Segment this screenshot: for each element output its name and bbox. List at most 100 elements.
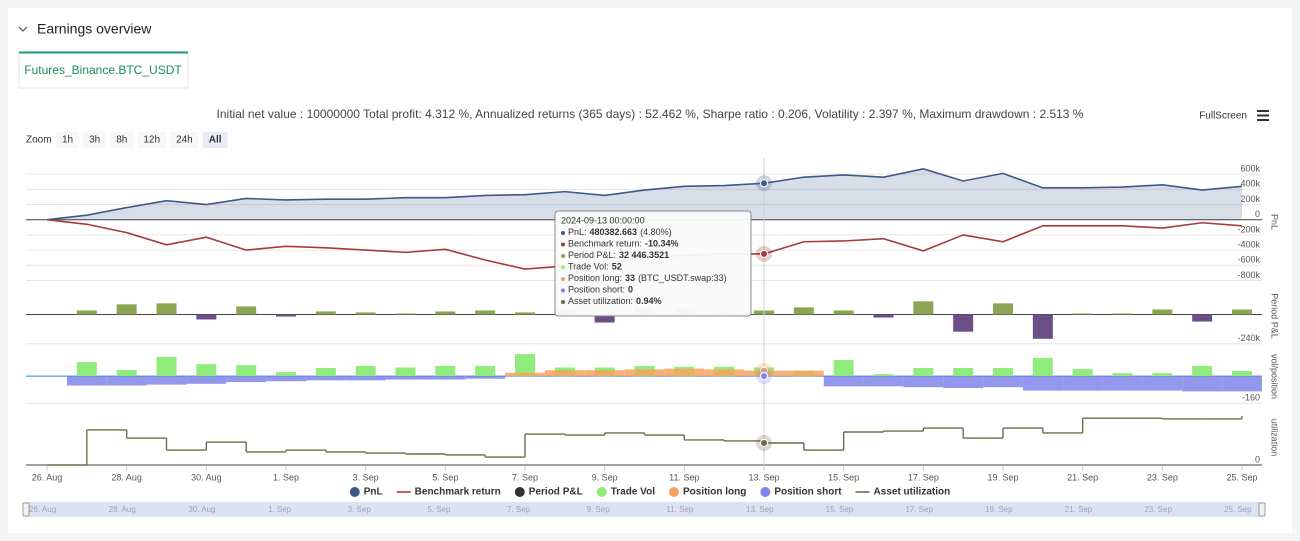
tab-label[interactable]: Futures_Binance.BTC_USDT	[24, 63, 182, 77]
position-bar	[664, 368, 705, 377]
x-tick-label: 25. Sep	[1226, 472, 1257, 482]
fullscreen-button[interactable]: FullScreen	[1199, 111, 1247, 122]
legend-label[interactable]: Position short	[774, 487, 842, 498]
legend-label[interactable]: Trade Vol	[611, 487, 655, 498]
zoom-button-label[interactable]: 24h	[176, 135, 193, 146]
y-tick-label: -160	[1242, 393, 1260, 403]
navigator-label: 28. Aug	[109, 505, 136, 514]
legend-label[interactable]: Asset utilization	[874, 487, 951, 498]
position-bar	[505, 372, 545, 377]
position-bar	[425, 376, 466, 380]
bar	[1112, 313, 1133, 315]
y-tick-label: 600k	[1240, 164, 1260, 174]
bar	[116, 370, 137, 377]
navigator-handle[interactable]	[1258, 502, 1266, 517]
x-tick-label: 9. Sep	[592, 472, 618, 482]
legend-label[interactable]: Benchmark return	[415, 487, 501, 498]
tooltip-bullet	[561, 254, 565, 258]
tooltip-value: 52	[612, 262, 622, 272]
legend-label[interactable]: PnL	[364, 487, 383, 498]
zoom-button[interactable]	[137, 132, 167, 148]
hover-point	[760, 372, 768, 381]
tooltip-bullet	[561, 300, 565, 304]
navigator-label: 26. Aug	[29, 505, 56, 514]
tooltip-label: Position short:	[568, 285, 625, 295]
navigator-handle[interactable]	[22, 502, 30, 517]
bar	[1032, 358, 1053, 377]
position-bar	[863, 376, 904, 387]
bar	[435, 365, 456, 377]
bar	[594, 314, 615, 323]
zoom-button[interactable]	[83, 132, 107, 148]
zoom-button[interactable]	[170, 132, 199, 148]
zoom-button[interactable]	[202, 132, 228, 148]
bar	[873, 374, 894, 377]
navigator-label: 25. Sep	[1224, 505, 1252, 514]
bar	[196, 364, 217, 377]
legend-label[interactable]: Position long	[683, 487, 746, 498]
legend-label[interactable]: Period P&L	[529, 487, 583, 498]
legend-symbol	[349, 487, 360, 497]
y-tick-label: 0	[1255, 454, 1260, 464]
tooltip-line: PnL: 480382.663 (4.80%)	[568, 227, 672, 237]
bar	[156, 356, 177, 377]
legend-symbol	[760, 487, 771, 497]
tooltip-bullet	[561, 288, 565, 293]
y-tick-label: -200k	[1237, 224, 1260, 234]
bar	[395, 367, 416, 377]
y-tick-label: 0	[1255, 209, 1260, 219]
zoom-button-label[interactable]: 1h	[62, 135, 73, 146]
bar	[1232, 371, 1252, 377]
zoom-button[interactable]	[110, 132, 134, 148]
tooltip-line: Asset utilization: 0.94%	[568, 296, 662, 306]
bar	[1032, 314, 1053, 339]
navigator-label: 17. Sep	[905, 505, 933, 514]
zoom-button-label[interactable]: 8h	[116, 135, 127, 146]
y-axis-title: utilization	[1270, 419, 1280, 457]
tooltip-label: Position long:	[568, 273, 622, 283]
position-bar	[345, 376, 386, 381]
tooltip-value: 0.94%	[636, 296, 662, 306]
legend: PnL Benchmark return Period P&L Trade Vol Po…	[349, 487, 951, 498]
tooltip-bullet	[561, 277, 565, 281]
position-bar	[226, 376, 267, 383]
bar	[76, 362, 97, 377]
position-bar	[1222, 376, 1262, 392]
bar	[913, 368, 934, 377]
bar	[1192, 314, 1213, 322]
navigator-label: 5. Sep	[427, 505, 451, 514]
position-bar	[783, 370, 824, 377]
x-tick-label: 26. Aug	[32, 472, 63, 482]
x-tick-label: 1. Sep	[273, 472, 299, 482]
navigator-label: 1. Sep	[268, 505, 292, 514]
zoom-button[interactable]	[56, 132, 80, 148]
position-bar	[146, 376, 187, 385]
bar	[953, 314, 974, 332]
bar	[1072, 369, 1093, 377]
collapse-chevron[interactable]	[18, 26, 28, 32]
position-bar	[66, 376, 107, 386]
area-fill	[47, 168, 1242, 220]
y-tick-label: 400k	[1240, 179, 1260, 189]
navigator	[26, 502, 1262, 517]
tooltip: 2024-09-13 00:00:00 PnL: 480382.663 (4.80%)…	[554, 210, 752, 317]
tooltip-line: Position short: 0	[568, 285, 633, 295]
zoom-button-label[interactable]: All	[209, 135, 222, 146]
bar	[873, 314, 894, 318]
navigator-label: 21. Sep	[1065, 505, 1093, 514]
section-title: Earnings overview	[37, 21, 152, 37]
position-bar	[1022, 376, 1063, 391]
zoom-button-label[interactable]: 12h	[143, 135, 160, 146]
zoom-button-label[interactable]: 3h	[89, 135, 100, 146]
tooltip-bullet	[561, 242, 565, 247]
position-bar	[1062, 376, 1103, 391]
navigator-label: 3. Sep	[348, 505, 372, 514]
y-tick-label: -400k	[1237, 239, 1260, 249]
navigator-label: 19. Sep	[985, 505, 1013, 514]
bar	[276, 372, 296, 377]
x-tick-label: 15. Sep	[828, 472, 859, 482]
menu-button[interactable]	[1257, 110, 1269, 121]
bar	[913, 301, 934, 315]
navigator-label: 30. Aug	[188, 505, 215, 514]
tab[interactable]	[18, 51, 189, 89]
